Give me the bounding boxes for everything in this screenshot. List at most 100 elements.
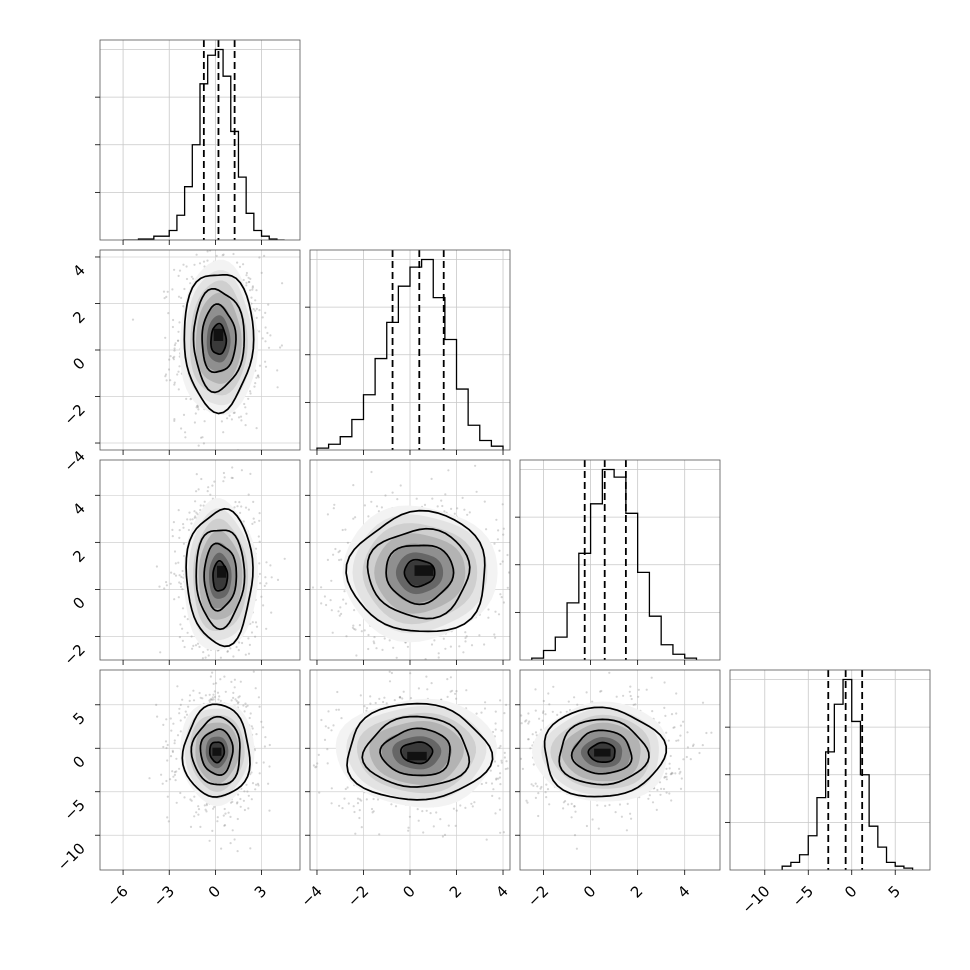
scatter-point xyxy=(485,838,488,841)
scatter-point xyxy=(194,644,198,647)
scatter-point xyxy=(424,658,427,660)
scatter-point xyxy=(197,805,200,808)
scatter-point xyxy=(258,519,261,522)
scatter-point xyxy=(230,699,233,702)
scatter-point xyxy=(358,624,361,627)
scatter-point xyxy=(529,747,532,750)
scatter-point xyxy=(216,820,219,823)
scatter-point xyxy=(426,688,429,691)
scatter-point xyxy=(444,493,447,496)
scatter-point xyxy=(195,511,198,514)
scatter-point xyxy=(474,464,477,467)
scatter-point xyxy=(213,480,216,483)
scatter-point xyxy=(183,287,186,291)
scatter-point xyxy=(374,701,377,705)
scatter-point xyxy=(483,643,486,646)
scatter-point xyxy=(192,644,195,648)
scatter-point xyxy=(265,582,268,585)
scatter-point xyxy=(326,558,329,562)
contour-line xyxy=(385,544,455,606)
hist-panel-p3 xyxy=(730,670,930,870)
scatter-point xyxy=(439,818,442,821)
scatter-point xyxy=(370,470,373,474)
scatter-point xyxy=(499,744,502,748)
scatter-point xyxy=(326,513,329,516)
scatter-point xyxy=(179,719,182,722)
scatter-point xyxy=(257,696,260,699)
scatter-point xyxy=(498,549,501,552)
scatter-point xyxy=(447,824,450,827)
scatter-point xyxy=(415,497,418,500)
scatter-point xyxy=(195,684,197,686)
scatter-point xyxy=(173,773,176,777)
pair-panel-p0-p1 xyxy=(100,250,300,456)
hist-panel-p2 xyxy=(520,460,720,660)
scatter-point xyxy=(650,676,653,679)
scatter-point xyxy=(430,643,434,646)
scatter-point xyxy=(254,547,258,550)
scatter-point xyxy=(186,618,189,621)
scatter-point xyxy=(174,342,177,345)
scatter-point xyxy=(390,671,393,675)
scatter-point xyxy=(209,493,212,496)
scatter-point xyxy=(258,705,261,708)
scatter-point xyxy=(330,729,333,732)
scatter-point xyxy=(358,798,361,801)
scatter-point xyxy=(166,795,169,798)
scatter-point xyxy=(218,454,220,456)
contour-line xyxy=(400,741,434,765)
scatter-point xyxy=(526,801,529,804)
scatter-point xyxy=(208,839,211,842)
scatter-point xyxy=(493,760,497,763)
scatter-point xyxy=(335,708,338,711)
scatter-point xyxy=(249,289,252,292)
scatter-point xyxy=(215,682,218,685)
scatter-point xyxy=(422,678,424,680)
scatter-point xyxy=(562,801,566,804)
scatter-point xyxy=(173,347,176,350)
scatter-point xyxy=(338,614,341,617)
scatter-point xyxy=(175,757,178,760)
scatter-point xyxy=(229,842,232,845)
hist-panel-p1 xyxy=(310,250,510,450)
contour-line xyxy=(195,529,246,631)
scatter-point xyxy=(255,733,258,736)
scatter-point xyxy=(276,386,279,389)
scatter-point xyxy=(480,782,483,786)
scatter-point xyxy=(196,513,199,516)
scatter-point xyxy=(464,640,467,643)
scatter-point xyxy=(167,368,171,371)
scatter-point xyxy=(392,665,394,667)
scatter-point xyxy=(190,275,193,278)
scatter-point xyxy=(367,515,370,518)
scatter-point xyxy=(227,663,229,665)
scatter-point xyxy=(173,419,176,422)
scatter-point xyxy=(264,736,267,739)
scatter-point xyxy=(317,753,320,757)
scatter-point xyxy=(544,791,547,794)
scatter-point xyxy=(197,408,200,411)
scatter-point xyxy=(268,765,271,768)
scatter-point xyxy=(464,636,467,640)
scatter-point xyxy=(358,809,361,812)
scatter-point xyxy=(249,622,252,625)
scatter-point xyxy=(247,652,251,655)
scatter-point xyxy=(521,529,523,531)
scatter-point xyxy=(218,695,221,698)
scatter-point xyxy=(169,582,172,585)
scatter-point xyxy=(221,254,224,257)
scatter-point xyxy=(306,766,308,768)
scatter-point xyxy=(248,716,251,720)
histogram-step xyxy=(781,678,914,870)
scatter-point xyxy=(219,656,222,659)
scatter-point xyxy=(248,643,251,647)
scatter-point xyxy=(370,807,374,811)
scatter-point xyxy=(167,312,170,315)
scatter-point xyxy=(330,787,333,790)
scatter-point xyxy=(245,783,248,786)
scatter-point xyxy=(258,540,261,543)
scatter-point xyxy=(355,654,358,657)
scatter-point xyxy=(186,631,189,634)
contour-line xyxy=(361,715,471,788)
scatter-point xyxy=(178,581,181,584)
